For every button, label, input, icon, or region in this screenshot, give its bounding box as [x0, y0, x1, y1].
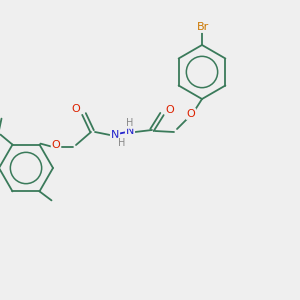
Text: H: H: [126, 118, 134, 128]
Text: O: O: [187, 109, 195, 119]
Text: Br: Br: [197, 22, 209, 32]
Text: O: O: [72, 104, 80, 114]
Text: N: N: [126, 126, 134, 136]
Text: O: O: [52, 140, 60, 150]
Text: O: O: [166, 105, 174, 115]
Text: H: H: [118, 138, 126, 148]
Text: N: N: [111, 130, 119, 140]
